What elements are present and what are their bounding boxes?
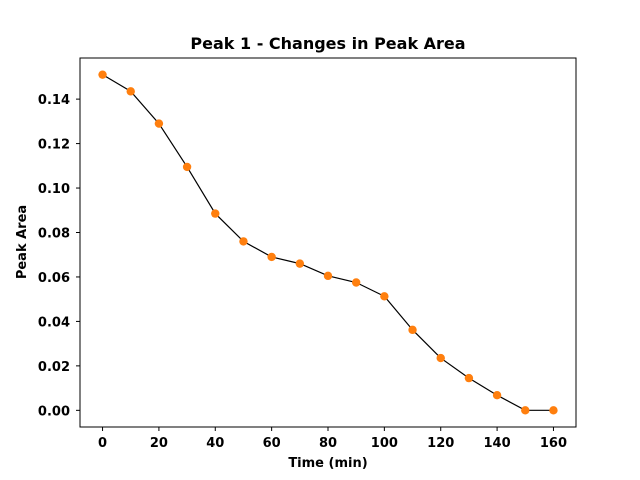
data-point [267, 252, 276, 262]
x-tick-label: 100 [371, 436, 398, 451]
data-point [380, 292, 389, 301]
y-tick-label: 0.02 [38, 360, 70, 375]
y-axis: 0.00 0.02 0.04 0.06 0.08 0.10 0.12 0.14 [38, 93, 80, 419]
y-axis-label: Peak Area [15, 205, 30, 279]
x-axis: 0 20 40 60 80 100 120 140 160 [98, 427, 567, 451]
data-point [126, 87, 135, 96]
data-point [154, 119, 164, 128]
data-point [351, 278, 361, 287]
y-tick-label: 0.06 [38, 271, 70, 286]
y-tick-label: 0.04 [38, 315, 70, 330]
x-tick-label: 20 [150, 436, 168, 451]
data-point [211, 209, 220, 218]
chart-title: Peak 1 - Changes in Peak Area [190, 34, 465, 53]
data-point [98, 70, 107, 79]
x-tick-label: 160 [540, 436, 567, 451]
x-tick-label: 120 [427, 436, 454, 451]
plot-area [98, 70, 558, 415]
y-tick-label: 0.00 [38, 404, 70, 419]
x-tick-label: 60 [263, 436, 281, 451]
data-point [521, 406, 530, 415]
data-point [239, 237, 248, 246]
x-tick-label: 40 [206, 436, 224, 451]
x-tick-label: 0 [98, 436, 107, 451]
x-tick-label: 140 [484, 436, 511, 451]
data-point [408, 325, 417, 335]
data-point [492, 391, 502, 400]
data-point [323, 271, 333, 281]
y-tick-label: 0.14 [38, 93, 70, 108]
data-point [295, 259, 305, 268]
y-tick-label: 0.08 [38, 226, 70, 241]
x-tick-label: 80 [319, 436, 337, 451]
y-tick-label: 0.10 [38, 182, 70, 197]
x-axis-label: Time (min) [288, 456, 367, 471]
data-point [549, 406, 558, 415]
y-tick-label: 0.12 [38, 138, 70, 153]
data-point [464, 373, 474, 383]
data-point [436, 353, 445, 363]
data-point [182, 162, 192, 172]
